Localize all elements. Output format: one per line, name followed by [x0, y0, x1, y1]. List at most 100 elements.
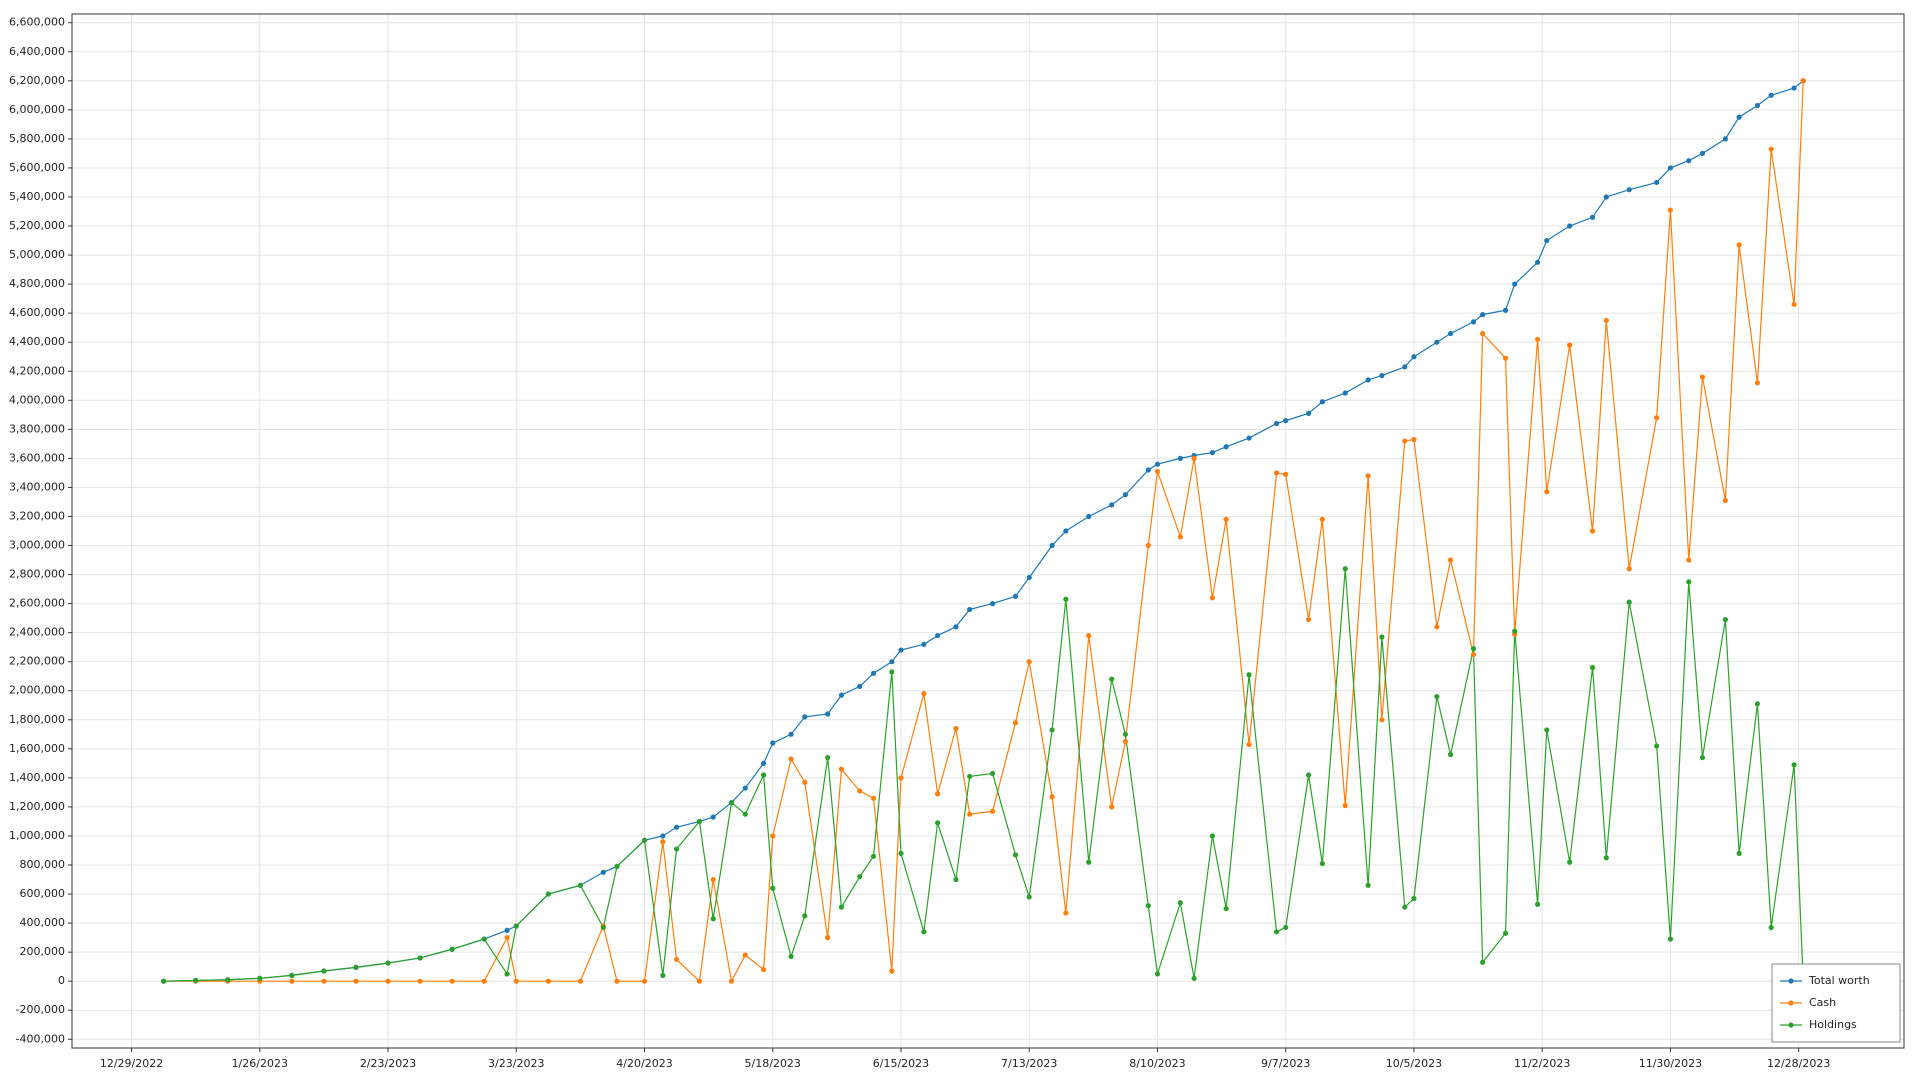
data-point: [1470, 319, 1477, 325]
x-tick-label: 10/5/2023: [1386, 1057, 1442, 1070]
data-point: [1686, 557, 1692, 563]
data-point: [600, 924, 606, 931]
data-point: [1177, 455, 1183, 461]
data-point: [1411, 895, 1417, 902]
data-point: [1145, 542, 1151, 549]
x-tick-label: 1/26/2023: [232, 1057, 288, 1070]
data-point: [1223, 444, 1229, 450]
data-point: [770, 833, 776, 839]
y-tick-label: 4,600,000: [9, 306, 65, 319]
data-point: [1306, 616, 1312, 623]
data-point: [1480, 330, 1486, 337]
data-point: [1177, 900, 1183, 906]
data-point: [1603, 855, 1609, 861]
data-point: [1686, 579, 1692, 585]
data-point: [1191, 455, 1197, 461]
data-point: [857, 788, 863, 794]
data-point: [1209, 595, 1216, 601]
data-point: [641, 837, 648, 843]
data-point: [953, 725, 959, 732]
data-point: [1667, 207, 1674, 213]
data-point: [1177, 534, 1183, 540]
data-point: [1722, 616, 1728, 623]
data-point: [838, 692, 845, 698]
y-tick-label: 600,000: [20, 887, 66, 900]
data-point: [1603, 317, 1609, 324]
data-point: [889, 669, 895, 675]
data-point: [1086, 513, 1092, 520]
data-point: [1283, 471, 1289, 477]
data-point: [1063, 596, 1069, 602]
data-point: [1480, 312, 1486, 318]
data-point: [1544, 489, 1550, 495]
data-point: [1109, 502, 1115, 508]
data-point: [1283, 924, 1289, 931]
data-point: [1012, 593, 1019, 599]
data-point: [870, 795, 877, 801]
y-tick-label: 6,400,000: [9, 45, 65, 58]
data-point: [1722, 497, 1728, 504]
data-point: [1379, 634, 1385, 640]
data-point: [1342, 802, 1348, 809]
data-point: [1589, 664, 1596, 671]
data-point: [1736, 242, 1742, 248]
y-tick-label: 2,600,000: [9, 597, 65, 610]
legend-label: Total worth: [1808, 974, 1870, 987]
data-point: [967, 773, 973, 780]
data-point: [257, 975, 263, 981]
data-point: [1026, 894, 1032, 900]
data-point: [1791, 762, 1797, 768]
data-point: [760, 760, 767, 766]
data-point: [1365, 882, 1371, 888]
data-point: [1122, 492, 1128, 498]
data-point: [353, 978, 359, 984]
plot: [161, 78, 1806, 984]
data-point: [545, 891, 551, 897]
x-tick-label: 4/20/2023: [616, 1057, 672, 1070]
data-point: [1086, 859, 1092, 865]
data-point: [1722, 136, 1728, 142]
data-point: [577, 882, 583, 888]
data-point: [788, 953, 794, 960]
data-point: [889, 968, 895, 974]
data-point: [1049, 794, 1055, 800]
data-point: [898, 647, 904, 653]
data-point: [802, 913, 808, 919]
data-point: [1626, 187, 1632, 193]
data-point: [1223, 516, 1229, 522]
data-point: [1122, 738, 1128, 745]
data-point: [1306, 410, 1312, 416]
data-point: [1768, 924, 1774, 931]
data-point: [1063, 528, 1069, 534]
data-point: [1567, 859, 1573, 865]
data-point: [870, 670, 877, 676]
data-point: [889, 659, 895, 665]
series-line: [163, 80, 1804, 984]
y-tick-label: 1,400,000: [9, 771, 65, 784]
data-point: [1411, 354, 1417, 360]
data-point: [1535, 901, 1541, 907]
data-point: [1667, 936, 1674, 942]
y-tick-label: 5,400,000: [9, 190, 65, 203]
y-tick-label: 2,800,000: [9, 568, 65, 581]
data-point: [989, 770, 996, 777]
data-point: [1246, 741, 1252, 748]
data-point: [742, 785, 748, 791]
data-point: [1447, 752, 1454, 758]
x-tick-label: 5/18/2023: [745, 1057, 801, 1070]
data-point: [696, 818, 703, 825]
data-point: [1434, 339, 1440, 345]
data-point: [760, 772, 767, 778]
data-point: [225, 977, 231, 983]
y-tick-label: 3,000,000: [9, 539, 65, 552]
data-point: [1768, 146, 1774, 152]
data-point: [1246, 435, 1252, 441]
data-point: [600, 869, 606, 875]
x-tick-label: 9/7/2023: [1261, 1057, 1310, 1070]
data-point: [1502, 307, 1509, 313]
data-point: [1535, 259, 1541, 265]
data-point: [696, 978, 703, 984]
data-point: [1754, 701, 1761, 707]
data-point: [1434, 693, 1440, 700]
data-point: [1049, 542, 1055, 549]
